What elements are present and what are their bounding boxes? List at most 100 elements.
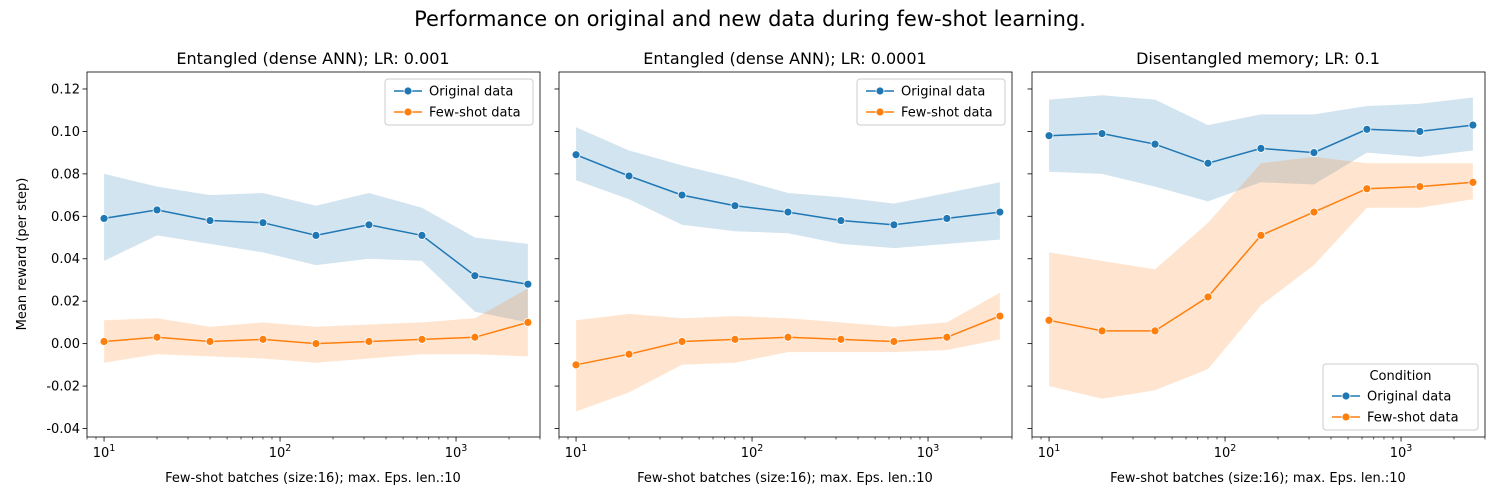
data-point-fewshot (1097, 326, 1107, 336)
x-axis-label: Few-shot batches (size:16); max. Eps. le… (165, 471, 461, 486)
x-tick-label: 103 (445, 443, 468, 461)
data-point-fewshot (889, 337, 899, 346)
y-tick-label: 0.02 (51, 295, 80, 310)
data-point-original (1362, 124, 1372, 134)
legend-marker-fewshot (875, 107, 885, 117)
data-point-original (1203, 158, 1213, 168)
data-point-original (417, 231, 427, 240)
y-tick-label: -0.04 (46, 422, 80, 437)
data-point-original (783, 207, 793, 217)
legend-marker-original (403, 86, 413, 96)
legend-marker-original (1341, 391, 1351, 401)
legend-label-fewshot: Few-shot data (901, 106, 993, 121)
data-point-original (311, 231, 321, 240)
confidence-band-fewshot (576, 292, 1000, 412)
data-point-fewshot (417, 334, 427, 344)
legend-label-fewshot: Few-shot data (1367, 411, 1459, 426)
data-point-original (364, 220, 374, 230)
x-tick-label: 103 (1390, 443, 1413, 461)
panel-entangled-lr-0.001: Entangled (dense ANN); LR: 0.001 Few-sho… (46, 49, 541, 486)
axes-frame (86, 71, 541, 438)
data-point-original (1097, 129, 1107, 138)
data-point-fewshot (470, 332, 480, 342)
legend: Original data Few-shot data (384, 78, 534, 126)
data-point-original (889, 220, 899, 230)
data-point-original (1256, 143, 1266, 153)
data-point-fewshot (523, 318, 533, 327)
y-tick-label: 0.04 (51, 252, 80, 267)
data-point-fewshot (1256, 231, 1266, 240)
data-point-fewshot (1150, 326, 1160, 336)
data-point-original (152, 205, 162, 215)
legend-label-original: Original data (1367, 390, 1451, 405)
confidence-band-original (104, 173, 528, 323)
data-point-fewshot (311, 339, 321, 349)
data-point-fewshot (942, 332, 952, 342)
figure-title: Performance on original and new data dur… (414, 7, 1086, 31)
confidence-band-fewshot (1049, 156, 1473, 399)
data-point-original (523, 279, 533, 289)
data-point-original (470, 271, 480, 281)
data-point-fewshot (1415, 182, 1425, 191)
data-point-original (1150, 139, 1160, 149)
x-tick-label: 102 (269, 443, 292, 461)
data-point-original (995, 207, 1005, 217)
data-point-fewshot (1468, 177, 1478, 187)
x-tick-label: 102 (741, 443, 764, 461)
legend-marker-fewshot (1341, 412, 1351, 422)
data-point-original (624, 171, 634, 181)
data-point-original (730, 201, 740, 211)
axes-frame (558, 71, 1013, 438)
y-tick-label: 0.08 (51, 167, 80, 182)
data-point-original (99, 214, 109, 223)
legend-label-original: Original data (901, 85, 985, 100)
x-tick-label: 101 (93, 443, 116, 461)
x-tick-label: 102 (1214, 443, 1237, 461)
data-point-fewshot (624, 349, 634, 359)
data-point-original (205, 216, 215, 225)
y-tick-label: 0.00 (51, 337, 80, 352)
panel-title: Entangled (dense ANN); LR: 0.001 (176, 49, 449, 68)
legend-label-fewshot: Few-shot data (429, 106, 521, 121)
data-point-fewshot (730, 334, 740, 344)
axes-frame (1031, 71, 1486, 438)
data-point-fewshot (1203, 292, 1213, 302)
data-point-fewshot (258, 334, 268, 344)
legend-marker-original (875, 86, 885, 96)
data-point-fewshot (364, 337, 374, 346)
data-point-fewshot (99, 337, 109, 346)
y-tick-label: 0.10 (51, 125, 80, 140)
panel-title: Disentangled memory; LR: 0.1 (1136, 49, 1380, 68)
data-point-fewshot (995, 311, 1005, 321)
confidence-band-original (576, 127, 1000, 249)
data-point-fewshot (205, 337, 215, 346)
legend-box (1322, 363, 1479, 431)
y-axis-label: Mean reward (per step) (15, 178, 30, 331)
data-point-original (258, 218, 268, 228)
legend-label-original: Original data (429, 85, 513, 100)
x-axis-label: Few-shot batches (size:16); max. Eps. le… (1110, 471, 1406, 486)
data-point-original (677, 190, 687, 200)
data-point-original (836, 216, 846, 225)
data-point-original (1044, 131, 1054, 141)
data-point-fewshot (836, 334, 846, 344)
data-point-original (942, 214, 952, 223)
panel-entangled-lr-0.0001: Entangled (dense ANN); LR: 0.0001 Few-sh… (554, 49, 1013, 486)
x-tick-label: 103 (917, 443, 940, 461)
y-tick-label: -0.02 (46, 380, 80, 395)
x-tick-label: 101 (565, 443, 588, 461)
legend-title: Condition (1369, 369, 1431, 384)
panel-title: Entangled (dense ANN); LR: 0.0001 (643, 49, 926, 68)
data-point-fewshot (571, 360, 581, 370)
data-point-original (1468, 120, 1478, 130)
y-tick-label: 0.12 (51, 82, 80, 97)
data-point-fewshot (677, 337, 687, 346)
legend: Original data Few-shot data (856, 78, 1006, 126)
x-axis-label: Few-shot batches (size:16); max. Eps. le… (637, 471, 933, 486)
legend: Condition Original data Few-shot data (1322, 363, 1479, 431)
data-point-fewshot (152, 332, 162, 342)
panel-disentangled-lr-0.1: Disentangled memory; LR: 0.1 Few-shot ba… (1027, 49, 1486, 486)
data-point-fewshot (783, 332, 793, 342)
data-point-fewshot (1362, 184, 1372, 194)
